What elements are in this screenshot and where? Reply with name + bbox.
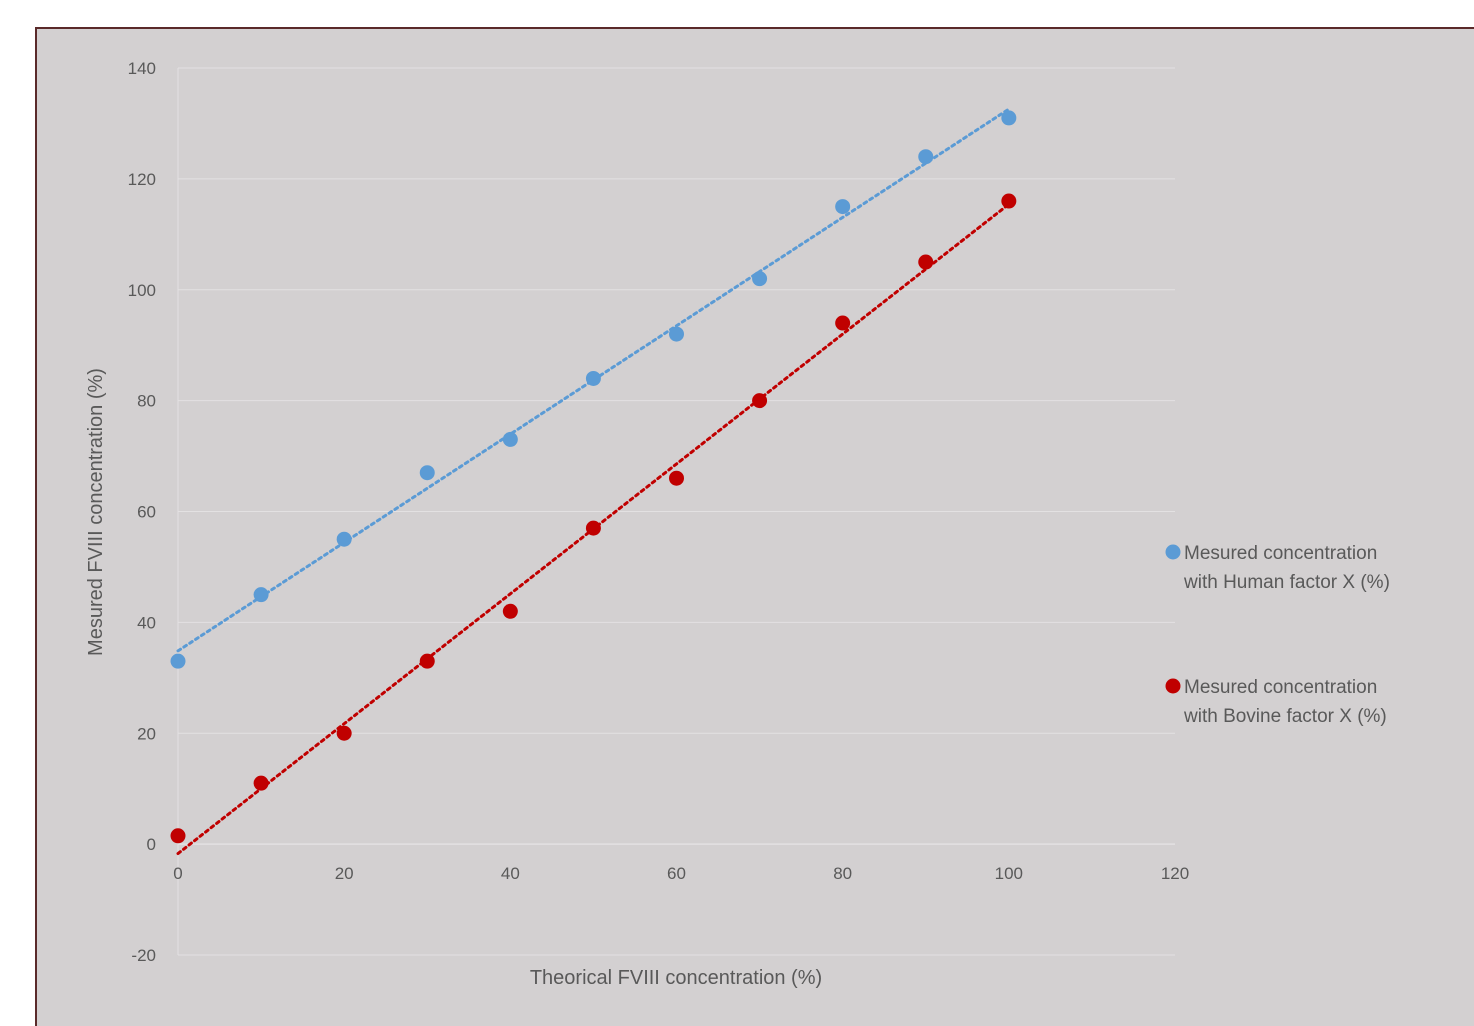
y-tick-label: 120 <box>128 170 156 189</box>
tick-labels: -20 0 20 40 60 80 100 120 140 0 20 40 60 80 100 120 <box>128 59 1190 965</box>
y-tick-label: 140 <box>128 59 156 78</box>
data-point-series-2 <box>835 315 851 331</box>
y-tick-label: 20 <box>137 724 156 743</box>
data-point-series-2 <box>1001 193 1017 209</box>
data-point-series-2 <box>752 393 768 409</box>
y-tick-label: 60 <box>137 503 156 522</box>
data-point-series-1 <box>419 465 435 481</box>
x-tick-label: 40 <box>501 864 520 883</box>
x-tick-label: 60 <box>667 864 686 883</box>
data-point-series-1 <box>585 370 601 386</box>
data-point-series-2 <box>502 603 518 619</box>
legend-marker-series-1 <box>1165 544 1181 560</box>
legend-label-series-1: with Human factor X (%) <box>1183 572 1390 593</box>
y-tick-label: 80 <box>137 392 156 411</box>
data-point-series-1 <box>1001 110 1017 126</box>
y-axis-title: Mesured FVIII concentration (%) <box>85 368 107 656</box>
trendlines <box>176 107 1011 856</box>
legend: Mesured concentration with Human factor X… <box>1165 543 1390 727</box>
data-point-series-1 <box>170 653 186 669</box>
legend-marker-series-2 <box>1165 678 1181 694</box>
data-point-series-2 <box>669 470 684 486</box>
data-point-series-1 <box>502 431 518 447</box>
x-tick-label: 120 <box>1161 864 1189 883</box>
x-tick-label: 80 <box>833 864 852 883</box>
data-point-series-2 <box>419 653 435 669</box>
legend-label-series-2: Mesured concentration <box>1184 677 1377 698</box>
data-point-series-2 <box>170 828 186 844</box>
legend-label-series-1: Mesured concentration <box>1184 543 1377 564</box>
y-tick-label: 40 <box>137 613 156 632</box>
chart-frame <box>35 27 1474 1026</box>
y-tick-label: 100 <box>128 281 156 300</box>
data-points <box>170 110 1017 844</box>
legend-label-series-2: with Bovine factor X (%) <box>1183 706 1387 727</box>
x-axis-title: Theorical FVIII concentration (%) <box>530 967 822 989</box>
x-tick-label: 20 <box>335 864 354 883</box>
data-point-series-1 <box>336 531 352 547</box>
data-point-series-1 <box>752 271 768 287</box>
data-point-series-2 <box>336 725 352 741</box>
data-point-series-2 <box>253 775 269 791</box>
data-point-series-2 <box>918 254 934 270</box>
gridlines <box>178 67 1175 956</box>
x-tick-label: 100 <box>995 864 1023 883</box>
data-point-series-1 <box>253 587 269 603</box>
data-point-series-1 <box>835 199 851 215</box>
data-point-series-1 <box>669 326 684 342</box>
y-tick-label: -20 <box>131 946 156 965</box>
x-tick-label: 0 <box>173 864 182 883</box>
data-point-series-2 <box>585 520 601 536</box>
y-tick-label: 0 <box>147 835 156 854</box>
data-point-series-1 <box>918 149 934 165</box>
axes <box>177 68 1175 955</box>
